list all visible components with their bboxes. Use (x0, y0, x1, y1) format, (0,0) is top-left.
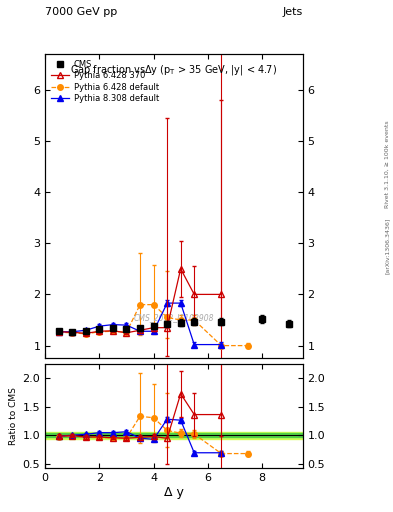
X-axis label: Δ y: Δ y (164, 486, 184, 499)
Text: Gap fraction vs$\Delta$y (p$_\mathrm{T}$ > 35 GeV, |y| < 4.7): Gap fraction vs$\Delta$y (p$_\mathrm{T}$… (70, 63, 277, 77)
Bar (45, 432, 303, 439)
Bar (45, 434, 303, 437)
Text: Jets: Jets (282, 7, 303, 17)
Text: CMS_2012_I1102908: CMS_2012_I1102908 (134, 313, 214, 322)
Legend: CMS, Pythia 6.428 370, Pythia 6.428 default, Pythia 8.308 default: CMS, Pythia 6.428 370, Pythia 6.428 defa… (48, 56, 162, 106)
Text: [arXiv:1306.3436]: [arXiv:1306.3436] (385, 218, 389, 274)
Text: Rivet 3.1.10, ≥ 100k events: Rivet 3.1.10, ≥ 100k events (385, 120, 389, 208)
Y-axis label: Ratio to CMS: Ratio to CMS (9, 387, 18, 445)
Text: 7000 GeV pp: 7000 GeV pp (45, 7, 118, 17)
